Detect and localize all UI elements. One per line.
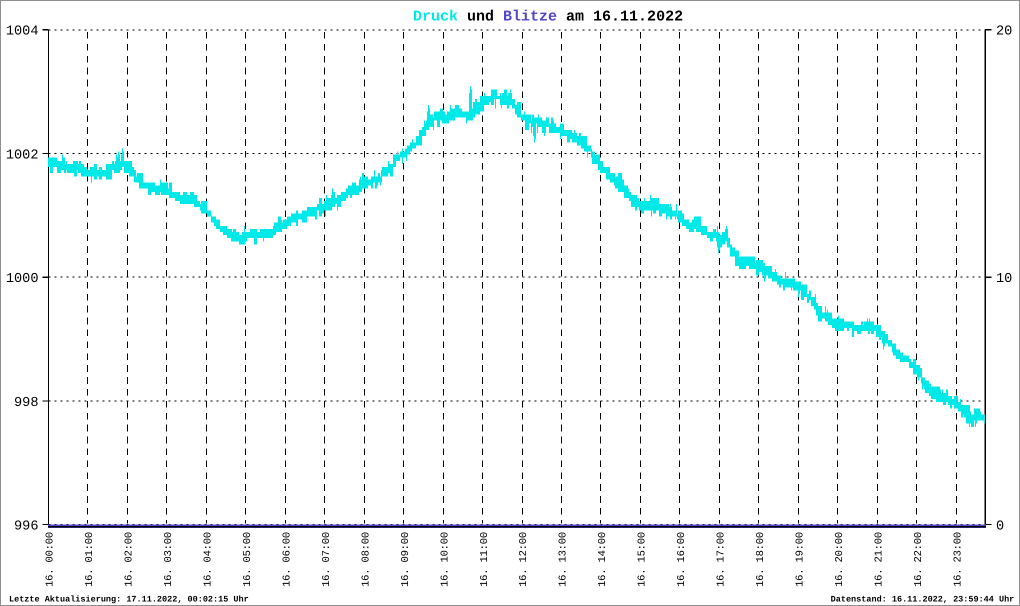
svg-text:16. 12:00: 16. 12:00 <box>518 532 530 587</box>
svg-text:1000: 1000 <box>6 272 39 287</box>
svg-text:16. 22:00: 16. 22:00 <box>913 532 925 587</box>
svg-text:16. 02:00: 16. 02:00 <box>124 532 136 587</box>
svg-text:Letzte Aktualisierung: 17.11.2: Letzte Aktualisierung: 17.11.2022, 00:02… <box>9 594 249 604</box>
svg-text:16. 23:00: 16. 23:00 <box>952 532 964 587</box>
svg-text:16. 17:00: 16. 17:00 <box>716 532 728 587</box>
svg-text:16. 15:00: 16. 15:00 <box>637 532 649 587</box>
svg-text:996: 996 <box>14 520 38 535</box>
svg-text:16. 14:00: 16. 14:00 <box>597 532 609 587</box>
svg-text:16. 10:00: 16. 10:00 <box>439 532 451 587</box>
svg-text:0: 0 <box>996 520 1004 535</box>
svg-text:16. 07:00: 16. 07:00 <box>321 532 333 587</box>
svg-text:16. 20:00: 16. 20:00 <box>834 532 846 587</box>
svg-text:16. 11:00: 16. 11:00 <box>479 532 491 587</box>
svg-text:16. 09:00: 16. 09:00 <box>400 532 412 587</box>
svg-text:20: 20 <box>996 25 1012 40</box>
svg-text:Druck und Blitze am 16.11.2022: Druck und Blitze am 16.11.2022 <box>413 9 683 26</box>
svg-text:16. 03:00: 16. 03:00 <box>163 532 175 587</box>
svg-text:16. 19:00: 16. 19:00 <box>794 532 806 587</box>
svg-text:1002: 1002 <box>6 148 39 163</box>
svg-text:16. 00:00: 16. 00:00 <box>45 532 57 587</box>
svg-text:16. 18:00: 16. 18:00 <box>755 532 767 587</box>
svg-text:16. 01:00: 16. 01:00 <box>84 532 96 587</box>
svg-text:16. 21:00: 16. 21:00 <box>873 532 885 587</box>
svg-text:16. 08:00: 16. 08:00 <box>360 532 372 587</box>
svg-text:1004: 1004 <box>6 25 39 40</box>
svg-text:16. 16:00: 16. 16:00 <box>676 532 688 587</box>
svg-text:Datenstand: 16.11.2022, 23:59:: Datenstand: 16.11.2022, 23:59:44 Uhr <box>831 594 1015 604</box>
svg-text:10: 10 <box>996 272 1012 287</box>
svg-text:16. 04:00: 16. 04:00 <box>203 532 215 587</box>
svg-text:16. 13:00: 16. 13:00 <box>558 532 570 587</box>
svg-text:998: 998 <box>14 396 38 411</box>
svg-text:16. 05:00: 16. 05:00 <box>242 532 254 587</box>
svg-text:16. 06:00: 16. 06:00 <box>282 532 294 587</box>
